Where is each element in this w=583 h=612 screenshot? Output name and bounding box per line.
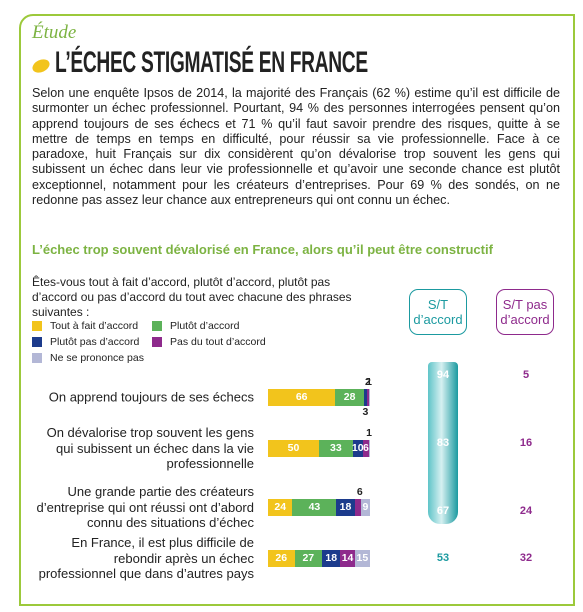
legend-item: Ne se prononce pas (32, 352, 144, 364)
legend-label: Tout à fait d’accord (50, 320, 139, 332)
legend-swatch (32, 321, 42, 331)
value-label: 66 (295, 391, 308, 403)
legend-label: Pas du tout d’accord (170, 336, 266, 348)
bar-segment (335, 388, 364, 406)
category-label: Une grande partie des créateurs d’entrep… (36, 483, 254, 530)
total-value: 67 (436, 505, 450, 517)
bar-segment (368, 439, 370, 457)
legend-label: Ne se prononce pas (50, 352, 144, 364)
value-label: 27 (302, 552, 315, 564)
category-label: On apprend toujours de ses échecs (48, 389, 254, 405)
value-label: 14 (341, 552, 354, 564)
bar-segment (268, 549, 295, 567)
legend-item: Plutôt pas d’accord (32, 336, 139, 348)
total-value: 83 (436, 437, 450, 449)
legend-item: Pas du tout d’accord (152, 336, 266, 348)
value-label: 43 (308, 501, 321, 513)
total-header: S/T d’accord (409, 289, 467, 335)
bar-segment (268, 498, 293, 516)
legend-swatch (32, 353, 42, 363)
bar-segment (363, 388, 367, 406)
bar-segment (294, 549, 323, 567)
bar-segment (362, 439, 369, 457)
bar-segment (340, 549, 355, 567)
bar-segment (352, 439, 363, 457)
value-label: 6 (362, 442, 369, 454)
legend-label: Plutôt d’accord (170, 320, 240, 332)
legend-item: Tout à fait d’accord (32, 320, 138, 332)
legend-swatch (152, 337, 162, 347)
value-label: 24 (274, 501, 287, 513)
chart-title: L’échec trop souvent dévalorisé en Franc… (32, 242, 493, 257)
value-label: 26 (275, 552, 288, 564)
bar-segment (360, 498, 370, 516)
value-label: 1 (366, 376, 372, 388)
value-label: 2 (365, 376, 371, 388)
total-column (428, 362, 458, 524)
total-value: 5 (522, 369, 530, 381)
value-label: 18 (339, 501, 352, 513)
bar-segment (268, 388, 336, 406)
value-label: 10 (351, 442, 364, 454)
total-value: 24 (519, 505, 533, 517)
value-label: 28 (343, 391, 356, 403)
total-value: 32 (519, 552, 533, 564)
value-label: 1 (366, 427, 372, 439)
value-label: 9 (362, 501, 369, 513)
value-label: 6 (356, 486, 363, 498)
bar-segment (354, 549, 370, 567)
value-label: 3 (362, 406, 369, 418)
title: L’ÉCHEC STIGMATISÉ EN FRANCE (55, 46, 368, 79)
value-label: 50 (287, 442, 300, 454)
total-header: S/T pas d’accord (496, 289, 554, 335)
legend-item: Plutôt d’accord (152, 320, 239, 332)
legend-swatch (152, 321, 162, 331)
frame (19, 14, 575, 606)
kicker: Étude (32, 22, 77, 43)
bar-segment (366, 388, 369, 406)
bar-segment (336, 498, 355, 516)
bar-segment (292, 498, 337, 516)
total-value: 94 (436, 369, 450, 381)
category-label: On dévalorise trop souvent les gens qui … (46, 424, 254, 471)
bar-segment (322, 549, 341, 567)
chart-subtitle: Êtes-vous tout à fait d’accord, plutôt d… (32, 275, 352, 319)
value-label: 33 (329, 442, 342, 454)
bar-segment (368, 388, 370, 406)
value-label: 15 (356, 552, 369, 564)
total-value: 53 (436, 552, 450, 564)
legend-swatch (32, 337, 42, 347)
legend-label: Plutôt pas d’accord (50, 336, 140, 348)
bar-segment (319, 439, 353, 457)
total-value: 16 (519, 437, 533, 449)
bar-segment (268, 439, 319, 457)
category-label: En France, il est plus difficile de rebo… (38, 534, 254, 581)
bar-segment (354, 498, 361, 516)
value-label: 18 (325, 552, 338, 564)
intro: Selon une enquête Ipsos de 2014, la majo… (32, 86, 560, 208)
